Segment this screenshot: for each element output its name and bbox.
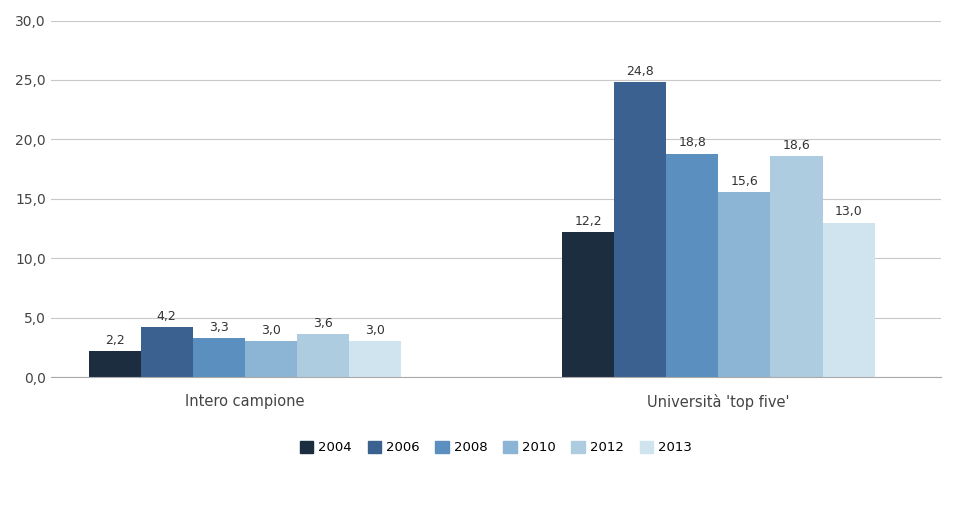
Bar: [718, 192, 771, 377]
Bar: [297, 334, 349, 377]
Text: 24,8: 24,8: [626, 65, 654, 78]
Bar: [666, 154, 718, 377]
Text: 12,2: 12,2: [575, 215, 602, 228]
Text: 15,6: 15,6: [730, 175, 758, 187]
Bar: [349, 342, 402, 377]
Legend: 2004, 2006, 2008, 2010, 2012, 2013: 2004, 2006, 2008, 2010, 2012, 2013: [294, 436, 697, 460]
Bar: [771, 156, 822, 377]
Text: 3,0: 3,0: [365, 324, 385, 337]
Bar: [245, 342, 297, 377]
Bar: [193, 338, 245, 377]
Bar: [614, 82, 666, 377]
Bar: [562, 232, 614, 377]
Bar: [822, 222, 875, 377]
Text: 3,3: 3,3: [208, 321, 228, 334]
Bar: [89, 351, 141, 377]
Text: 4,2: 4,2: [157, 310, 177, 323]
Text: 18,6: 18,6: [783, 139, 811, 152]
Bar: [141, 327, 193, 377]
Text: 3,0: 3,0: [261, 324, 281, 337]
Text: 3,6: 3,6: [313, 317, 333, 330]
Text: 18,8: 18,8: [679, 136, 706, 150]
Text: 2,2: 2,2: [104, 334, 124, 347]
Text: 13,0: 13,0: [835, 206, 862, 218]
